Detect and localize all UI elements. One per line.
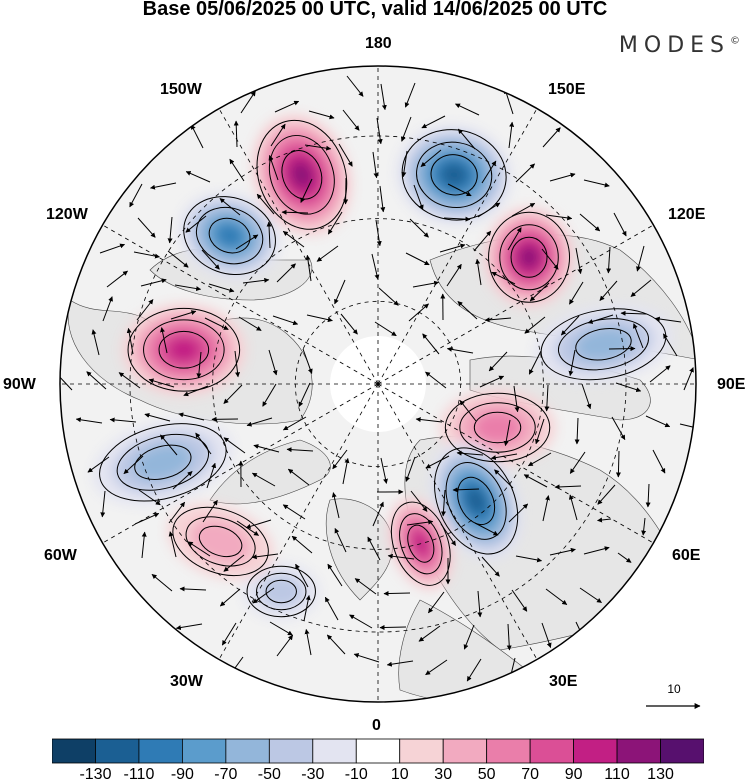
lon-label-30e: 30E (549, 673, 577, 691)
lon-label-90w: 90W (3, 376, 36, 394)
colorbar-tick-label: -130 (79, 766, 111, 784)
colorbar-swatch (400, 739, 443, 763)
wind-vector (618, 451, 619, 477)
lon-label-150w: 150W (160, 81, 202, 99)
positive-anomaly (519, 246, 539, 268)
colorbar-swatch (95, 739, 138, 763)
colorbar-tick-label: 70 (521, 766, 539, 784)
colorbar-tick-label: -50 (258, 766, 281, 784)
colorbar-swatch (182, 739, 225, 763)
colorbar-swatch (443, 739, 486, 763)
colorbar-tick-label: 90 (565, 766, 583, 784)
colorbar-swatch (574, 739, 617, 763)
colorbar-tick-label: -110 (124, 766, 155, 784)
lon-label-90e: 90E (717, 376, 745, 394)
colorbar-tick-label: -10 (345, 766, 368, 784)
colorbar-swatch (487, 739, 530, 763)
positive-anomaly (168, 338, 200, 362)
lon-label-180: 180 (365, 35, 392, 53)
reference-vector-label: 10 (662, 682, 686, 696)
lon-label-30w: 30W (170, 673, 203, 691)
lon-label-120w: 120W (46, 206, 88, 224)
colorbar-swatch (226, 739, 269, 763)
colorbar-tick-label: 50 (478, 766, 496, 784)
colorbar-swatch (617, 739, 660, 763)
colorbar-tick-label: 130 (647, 766, 674, 784)
lon-label-60e: 60E (672, 547, 700, 565)
wind-vector (380, 627, 406, 628)
lon-label-0: 0 (372, 717, 381, 735)
colorbar-tick-label: 30 (434, 766, 452, 784)
colorbar-tick-label: -70 (214, 766, 237, 784)
colorbar-tick-label: -30 (301, 766, 324, 784)
colorbar-tick-label: 10 (391, 766, 409, 784)
polar-map (0, 0, 750, 730)
colorbar-swatch (52, 739, 95, 763)
colorbar (52, 738, 704, 764)
colorbar-swatch (661, 739, 704, 763)
wind-vector (384, 593, 410, 594)
lon-label-120e: 120E (668, 206, 705, 224)
colorbar-swatch (269, 739, 312, 763)
colorbar-tick-label: -90 (171, 766, 194, 784)
lon-label-150e: 150E (548, 81, 585, 99)
lon-label-60w: 60W (44, 547, 77, 565)
colorbar-swatch (356, 739, 399, 763)
colorbar-swatch (139, 739, 182, 763)
colorbar-swatch (313, 739, 356, 763)
colorbar-tick-label: 110 (604, 766, 630, 784)
colorbar-swatch (530, 739, 573, 763)
